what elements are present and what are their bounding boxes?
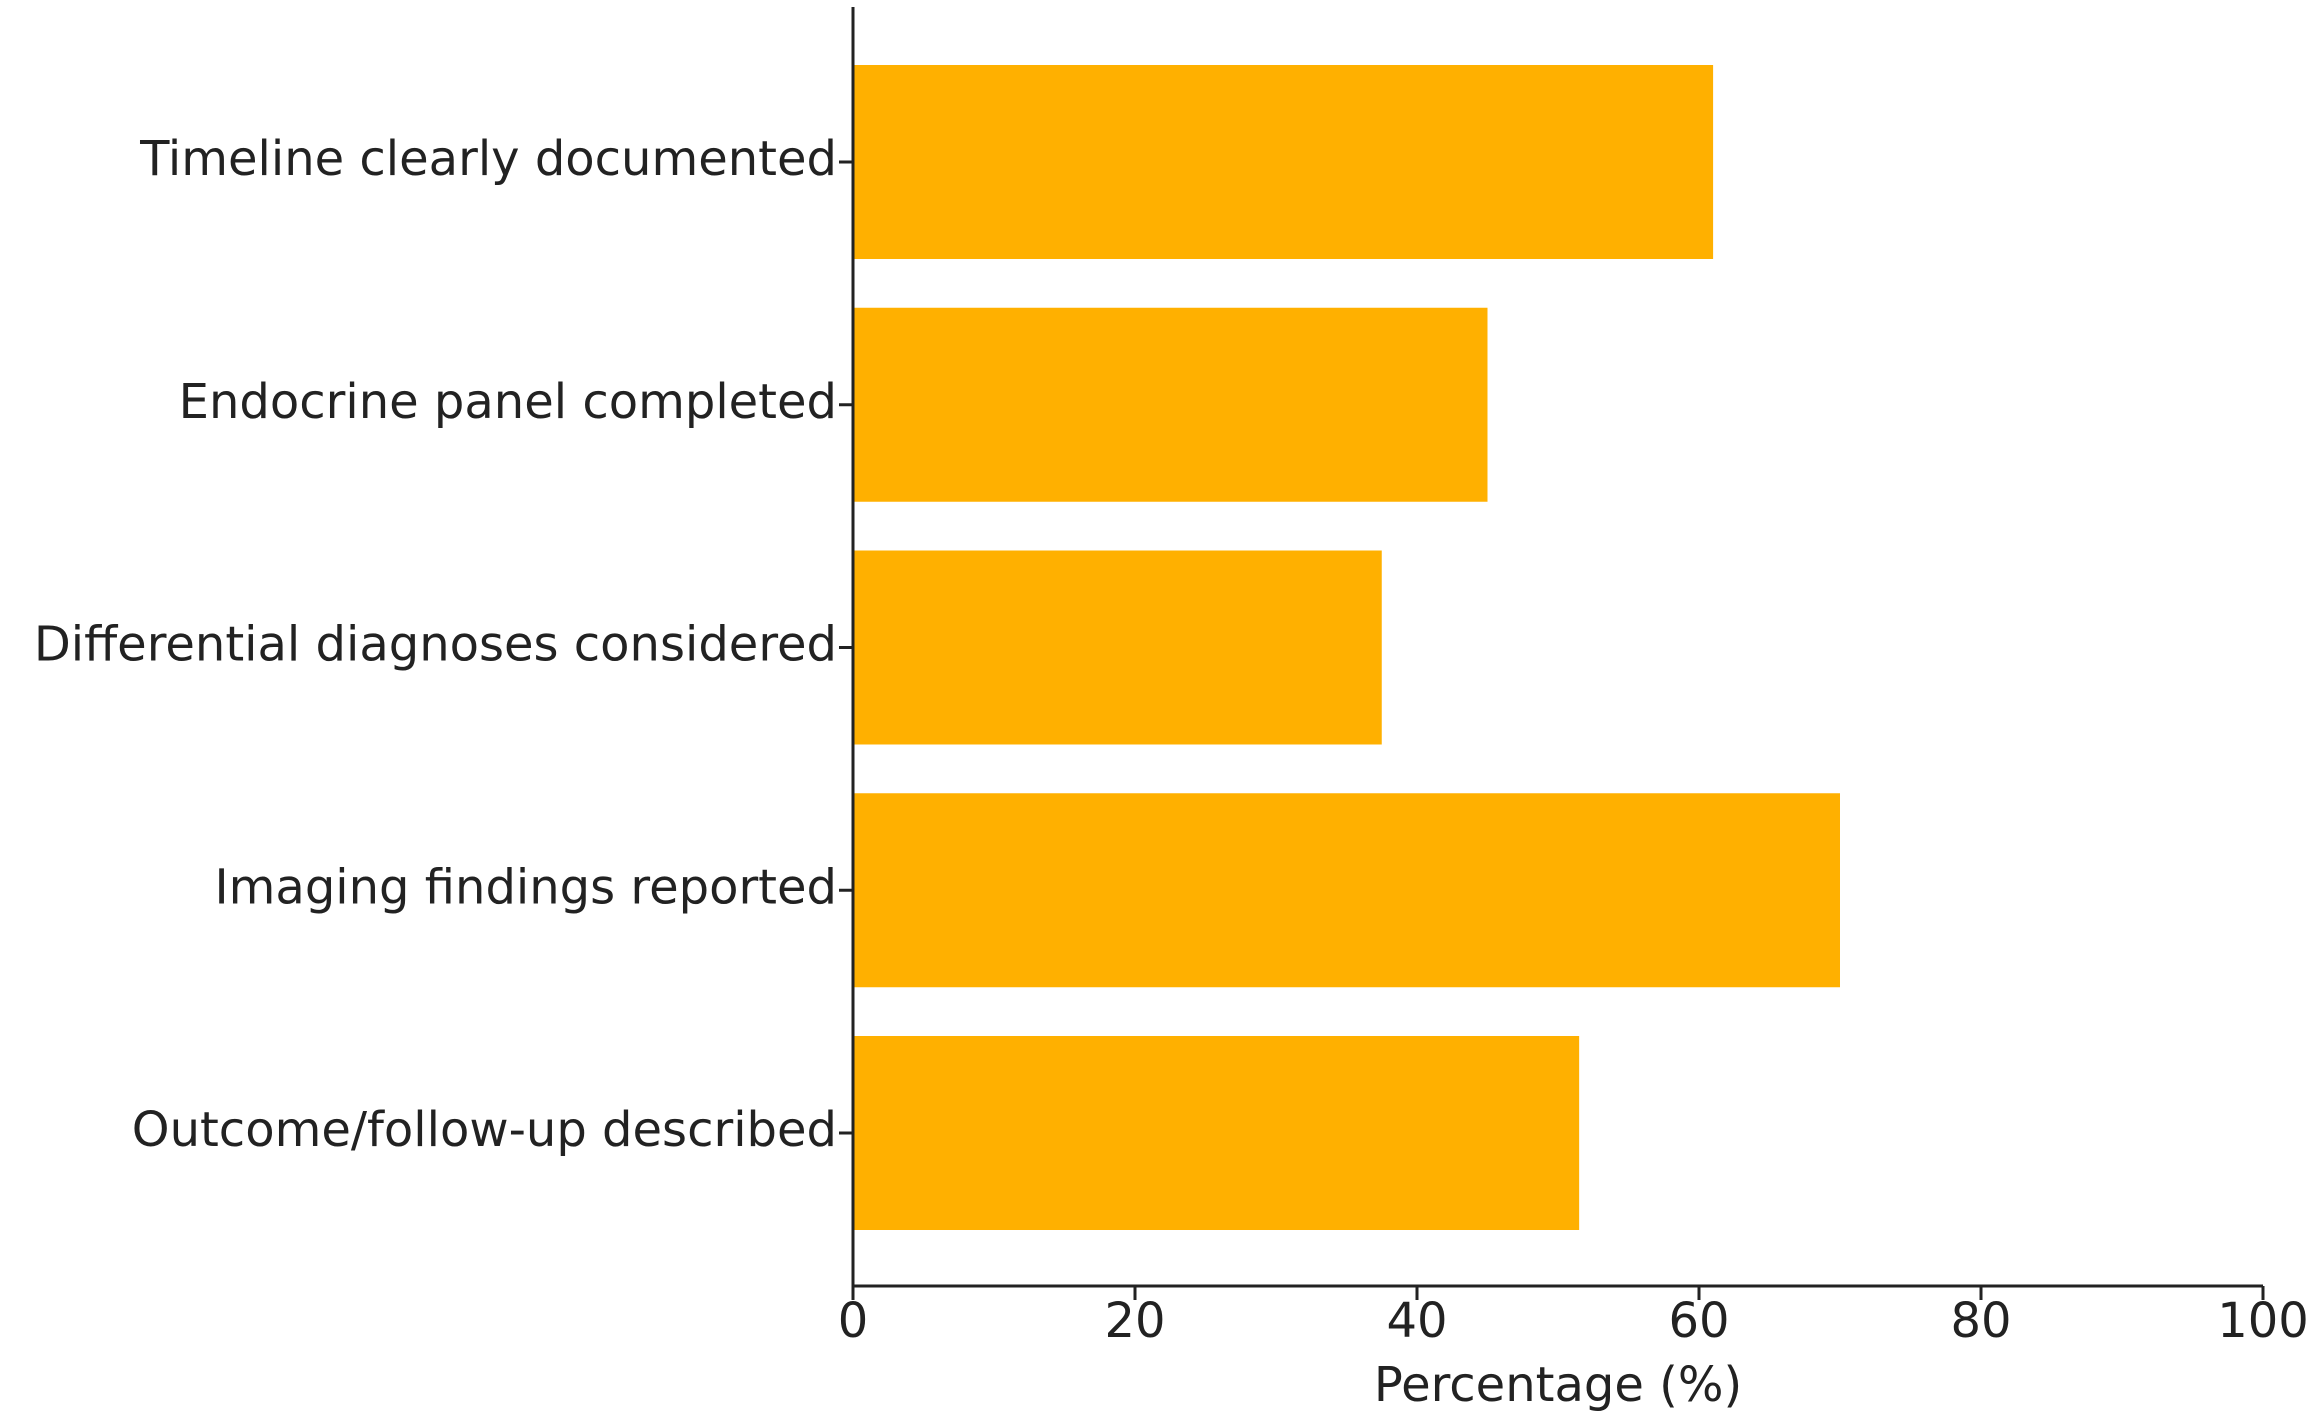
y-tick-label: Outcome/follow-up described (132, 1102, 837, 1158)
bar (853, 793, 1840, 988)
bar (853, 550, 1382, 745)
x-axis-label: Percentage (%) (1374, 1357, 1742, 1413)
x-tick-label: 40 (1386, 1293, 1447, 1349)
x-tick-label: 80 (1950, 1293, 2011, 1349)
y-tick-label: Imaging findings reported (215, 859, 838, 915)
x-tick-label: 60 (1668, 1293, 1729, 1349)
x-tick-label: 100 (2217, 1293, 2309, 1349)
bar (853, 1036, 1580, 1230)
y-tick-label: Timeline clearly documented (139, 131, 837, 187)
y-tick-label: Differential diagnoses considered (34, 617, 837, 673)
x-tick-label: 20 (1104, 1293, 1165, 1349)
y-tick-label: Endocrine panel completed (179, 374, 837, 430)
bar (853, 307, 1488, 502)
bar (853, 65, 1714, 259)
x-tick-label: 0 (838, 1293, 869, 1349)
